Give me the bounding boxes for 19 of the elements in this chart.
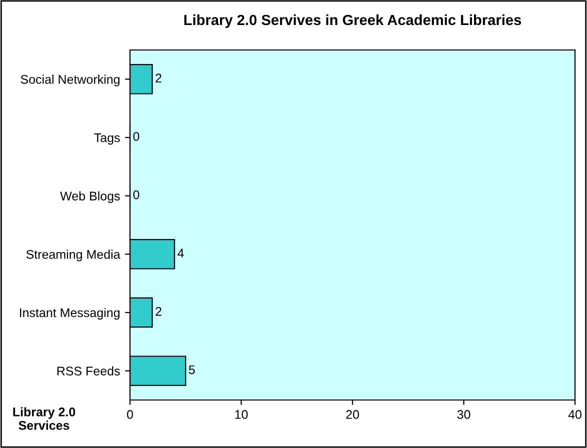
y-tick-label: Streaming Media <box>26 250 120 262</box>
y-tick-label: Instant Messaging <box>20 308 120 320</box>
data-label: 0 <box>133 132 140 141</box>
x-tick-label: 30 <box>457 410 470 419</box>
y-tick-label: RSS Feeds <box>57 366 120 376</box>
data-label: 2 <box>156 74 162 82</box>
y-tick-label: Web Blogs <box>60 191 120 203</box>
y-axis-title: Library 2.0 Services <box>13 407 76 430</box>
x-tick-label: 20 <box>346 410 359 419</box>
x-tick-label: 10 <box>235 410 248 419</box>
data-label: 4 <box>178 248 184 258</box>
x-tick-label: 40 <box>568 410 582 419</box>
data-label: 5 <box>188 365 195 374</box>
y-tick-label: Social Networking <box>20 74 120 86</box>
data-label: 2 <box>156 307 162 316</box>
data-label: 0 <box>133 190 140 200</box>
chart-title: Library 2.0 Servives in Greek Academic Libraries <box>184 14 522 28</box>
x-tick-label: 0 <box>127 410 133 419</box>
y-tick-label: Tags <box>94 133 120 145</box>
